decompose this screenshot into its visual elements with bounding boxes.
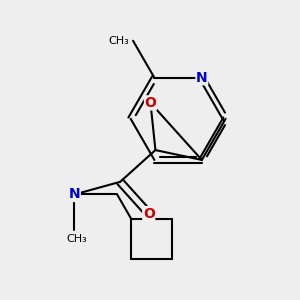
Text: O: O: [143, 207, 155, 220]
Text: N: N: [196, 71, 208, 85]
Text: O: O: [145, 96, 156, 110]
Text: N: N: [69, 188, 80, 202]
Text: CH₃: CH₃: [66, 234, 87, 244]
Text: CH₃: CH₃: [109, 36, 129, 46]
